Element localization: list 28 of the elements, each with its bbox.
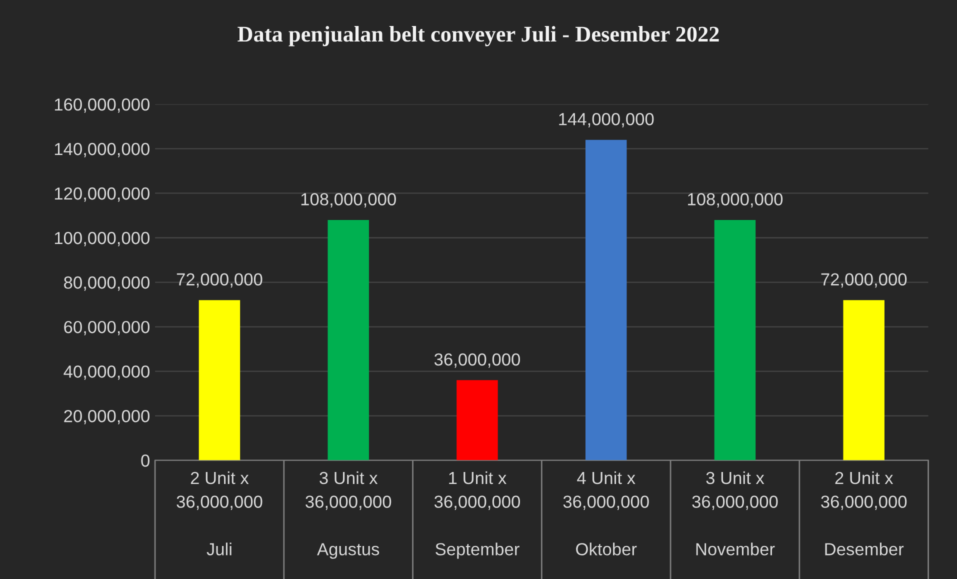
category-label: 4 Unit x 36,000,000 Oktober xyxy=(563,471,649,556)
y-tick-label: 160,000,000 xyxy=(54,98,150,113)
bar xyxy=(585,140,627,460)
category-label: 3 Unit x 36,000,000 Agustus xyxy=(306,471,392,559)
chart-title: Data penjualan belt conveyer Juli - Desember 2022 xyxy=(238,26,719,46)
y-tick-label: 100,000,000 xyxy=(54,232,150,246)
y-tick-label: 0 xyxy=(141,454,150,467)
y-tick-label: 40,000,000 xyxy=(64,365,150,380)
data-label: 108,000,000 xyxy=(301,193,396,208)
bar xyxy=(456,380,498,460)
category-label: 2 Unit x 36,000,000 Desember xyxy=(821,471,907,556)
y-tick-label: 80,000,000 xyxy=(64,276,150,291)
data-label: 144,000,000 xyxy=(559,112,654,128)
bar xyxy=(843,300,884,460)
bar xyxy=(198,300,240,460)
y-tick-label: 20,000,000 xyxy=(64,410,150,424)
category-label: 3 Unit x 36,000,000 November xyxy=(692,471,778,556)
data-label: 72,000,000 xyxy=(176,273,262,288)
bar xyxy=(714,220,756,460)
bar xyxy=(328,220,369,460)
y-tick-label: 120,000,000 xyxy=(54,187,150,202)
y-tick-label: 60,000,000 xyxy=(64,320,150,336)
data-label: 36,000,000 xyxy=(434,353,520,368)
data-label: 108,000,000 xyxy=(688,193,783,208)
category-label: 1 Unit x 36,000,000 September xyxy=(434,471,520,559)
category-label: 2 Unit x 36,000,000 Juli xyxy=(176,471,262,556)
data-label: 72,000,000 xyxy=(821,273,907,288)
y-tick-label: 140,000,000 xyxy=(54,142,150,158)
